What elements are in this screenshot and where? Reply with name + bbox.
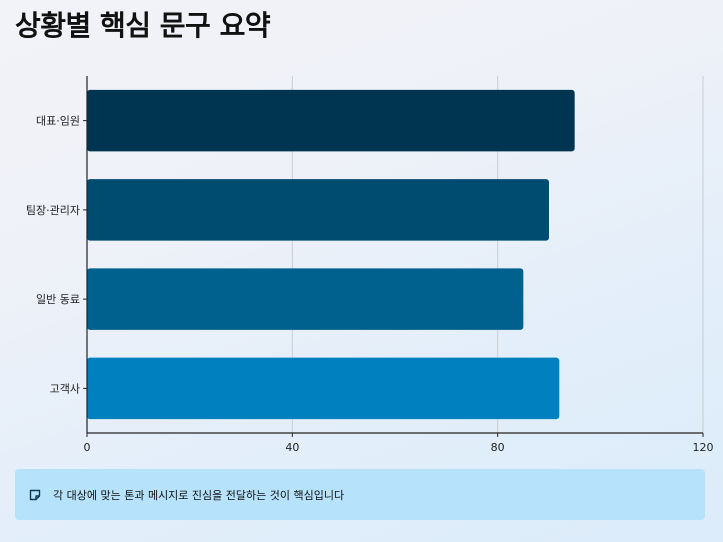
category-label: 대표·임원 (36, 115, 80, 128)
summary-note-text: 각 대상에 맞는 톤과 메시지로 진심을 전달하는 것이 핵심입니다 (53, 488, 345, 502)
summary-note: 각 대상에 맞는 톤과 메시지로 진심을 전달하는 것이 핵심입니다 (15, 469, 705, 520)
category-label: 팀장·관리자 (26, 204, 80, 217)
bar (87, 89, 575, 152)
x-tick-label: 80 (491, 441, 505, 454)
axes (83, 76, 704, 437)
category-label: 일반 동료 (36, 292, 80, 306)
bars (87, 89, 575, 420)
memo-icon (29, 489, 41, 500)
page-title: 상황별 핵심 문구 요약 (15, 9, 271, 42)
x-tick-label: 40 (285, 441, 299, 454)
x-tick-label: 120 (693, 441, 714, 454)
bar (87, 357, 560, 420)
category-label: 고객사 (50, 382, 80, 395)
bar (87, 268, 524, 330)
bar (87, 179, 549, 241)
x-tick-label: 0 (84, 441, 91, 454)
